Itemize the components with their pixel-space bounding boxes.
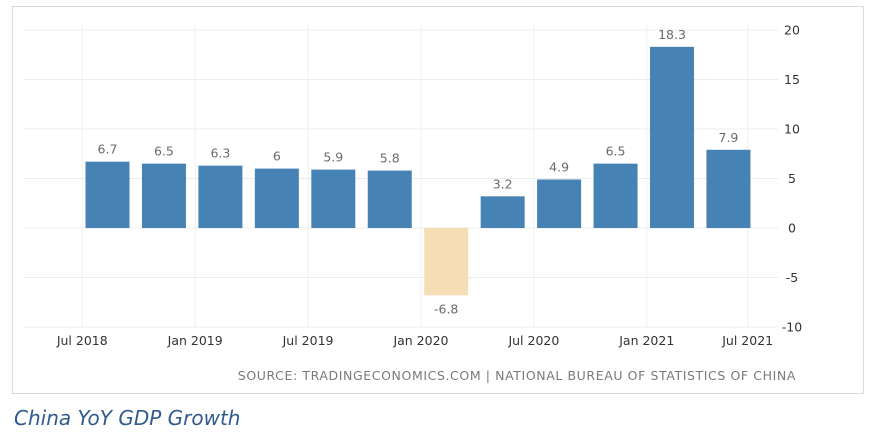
bar <box>424 228 469 296</box>
source-note: SOURCE: TRADINGECONOMICS.COM | NATIONAL … <box>237 368 796 383</box>
y-tick-label: 10 <box>784 122 800 137</box>
y-tick-label: -10 <box>782 320 802 335</box>
y-tick-label: -5 <box>786 270 798 285</box>
data-label: 4.9 <box>549 159 569 174</box>
y-tick-label: 15 <box>784 72 800 87</box>
data-label: 18.3 <box>658 27 686 42</box>
y-axis-ticks: 20 15 10 5 0 -5 -10 <box>782 23 802 335</box>
grid-lines <box>24 25 778 328</box>
data-label: 6.5 <box>606 144 626 159</box>
data-label: 3.2 <box>493 176 513 191</box>
y-tick-label: 20 <box>784 23 800 38</box>
x-tick-label: Jul 2021 <box>721 333 773 348</box>
bar <box>593 163 638 228</box>
bar <box>650 46 694 228</box>
data-label: 6 <box>273 149 281 164</box>
x-tick-label: Jul 2018 <box>56 333 108 348</box>
bar <box>254 168 299 228</box>
bar <box>480 196 525 228</box>
data-label: 6.7 <box>98 142 118 157</box>
x-tick-label: Jan 2021 <box>618 333 674 348</box>
data-label: 7.9 <box>719 130 739 145</box>
x-tick-label: Jan 2020 <box>392 333 448 348</box>
x-tick-label: Jan 2019 <box>167 333 223 348</box>
data-labels: 6.7 6.5 6.3 6 5.9 5.8 -6.8 3.2 4.9 6.5 18.3 7.9 <box>98 27 739 316</box>
data-label: 5.9 <box>323 150 343 165</box>
bar <box>141 163 186 228</box>
x-tick-label: Jul 2019 <box>282 333 334 348</box>
data-label: -6.8 <box>434 301 458 316</box>
data-label: 6.3 <box>210 146 230 161</box>
bar <box>706 149 751 228</box>
bar <box>537 179 582 228</box>
bar <box>367 170 412 228</box>
data-label: 6.5 <box>154 144 174 159</box>
chart-caption: China YoY GDP Growth <box>14 406 241 430</box>
x-axis-ticks: Jul 2018 Jan 2019 Jul 2019 Jan 2020 Jul 2020… <box>56 333 773 348</box>
data-label: 5.8 <box>380 151 400 166</box>
bar-series <box>85 46 751 296</box>
y-tick-label: 0 <box>788 221 796 236</box>
bar <box>85 161 130 228</box>
bar <box>198 165 243 228</box>
y-tick-label: 5 <box>788 171 796 186</box>
x-tick-label: Jul 2020 <box>507 333 559 348</box>
bar <box>311 169 356 228</box>
